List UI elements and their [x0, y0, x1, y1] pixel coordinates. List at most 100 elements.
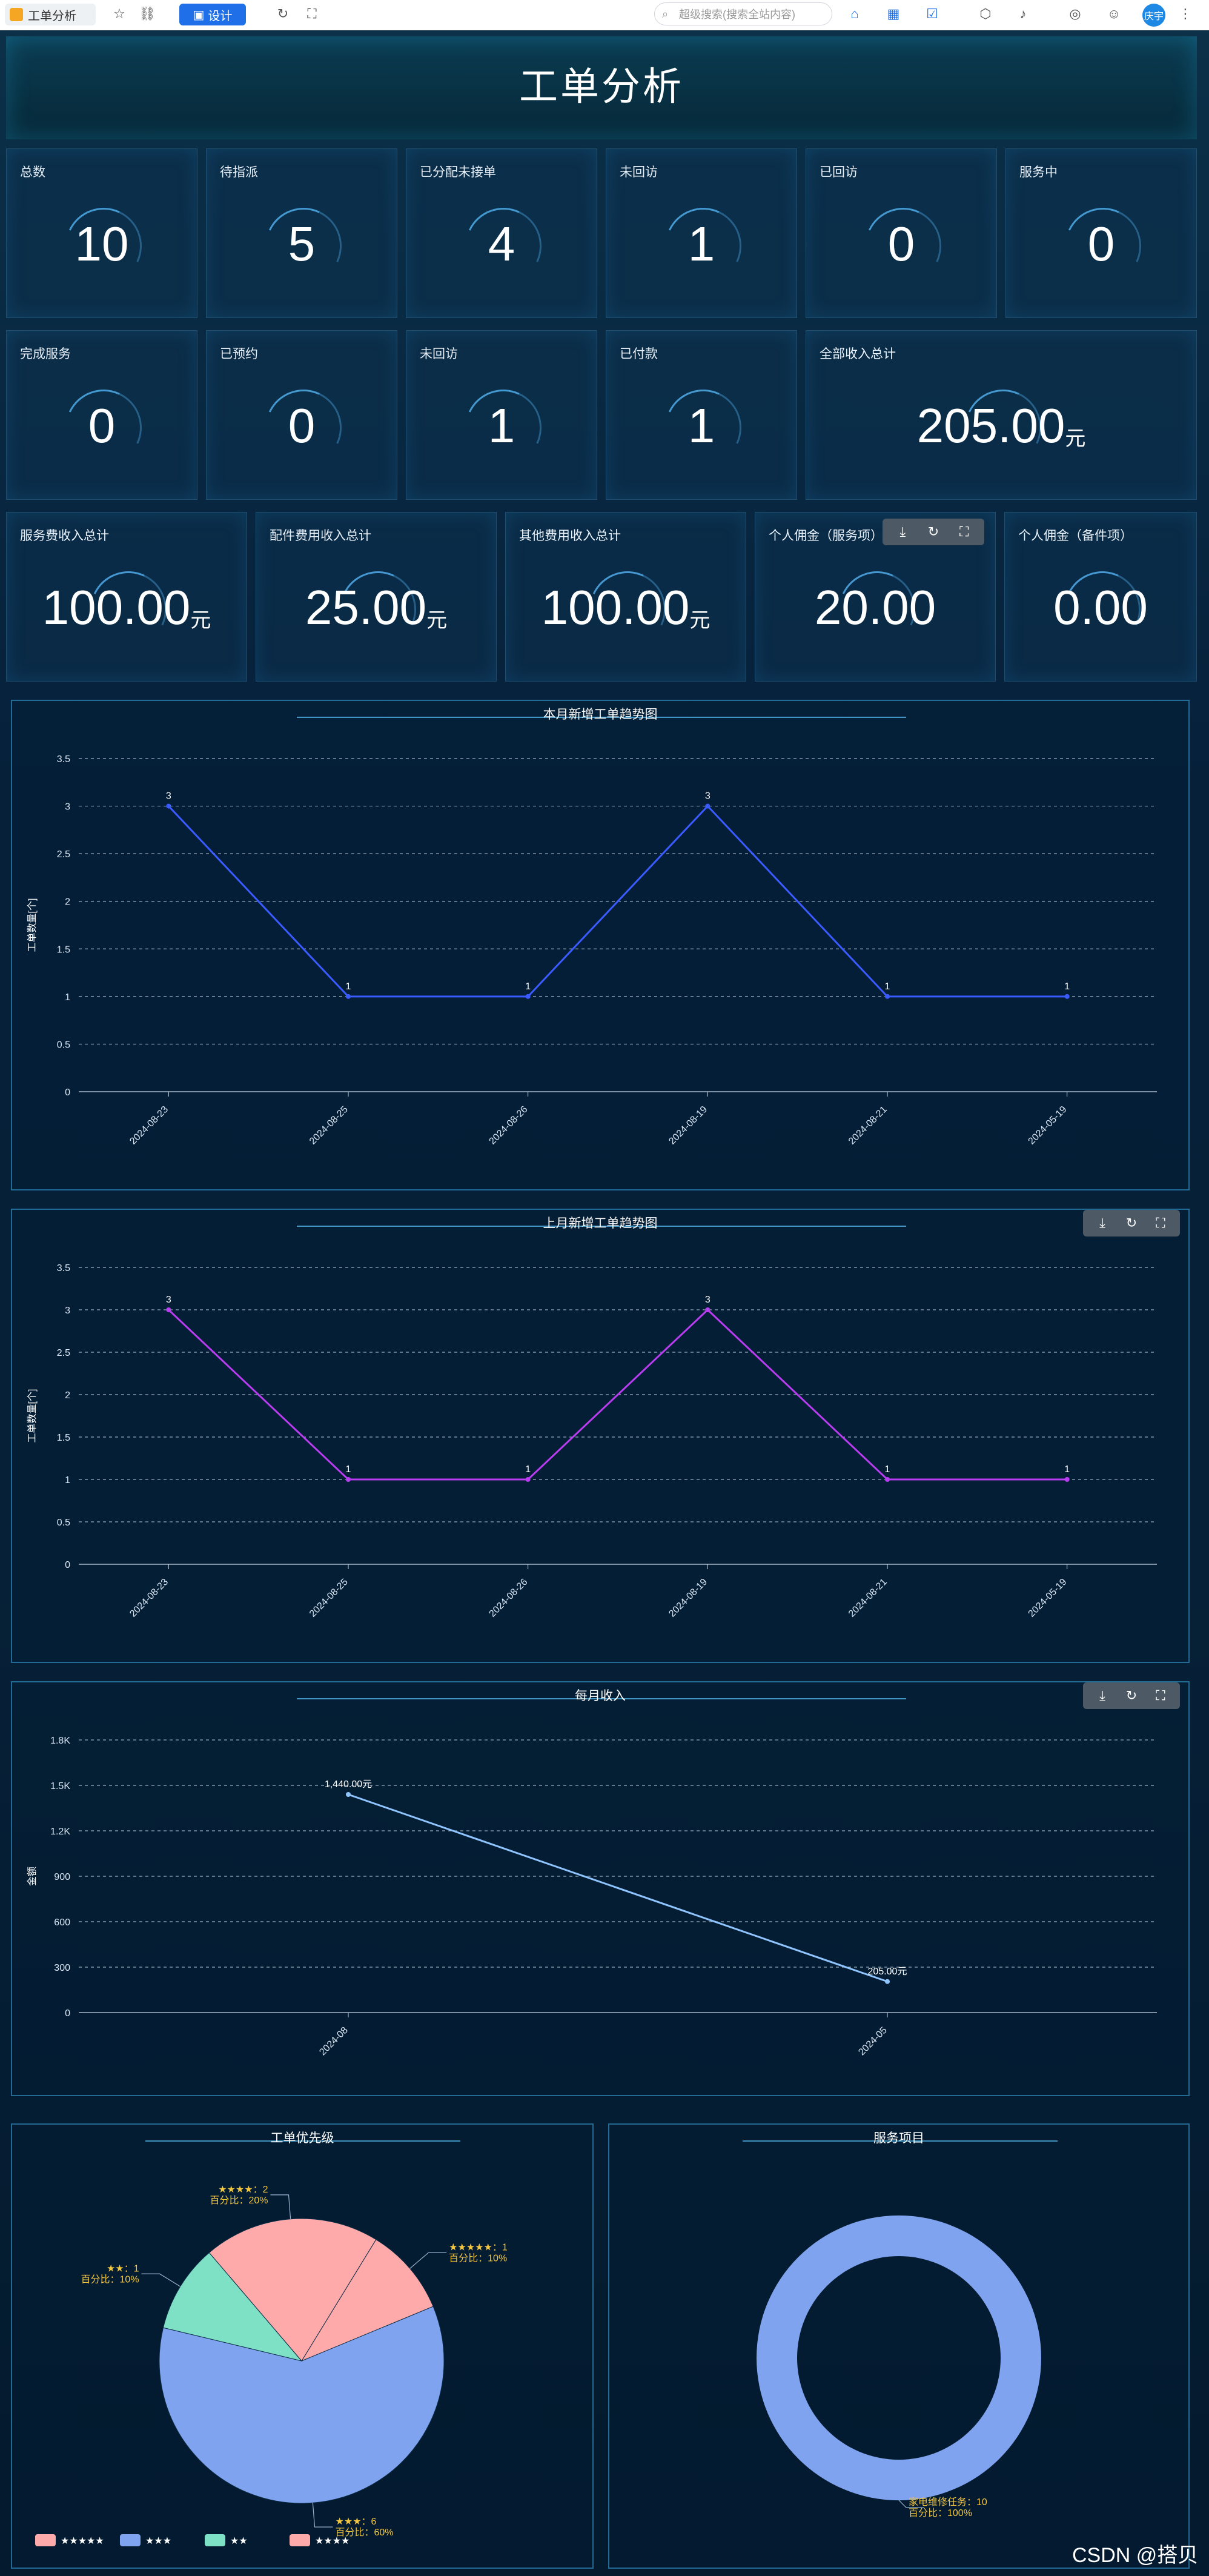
- download-icon[interactable]: ⤓: [899, 524, 906, 539]
- chart-title: 每月收入: [575, 1689, 626, 1703]
- stat-value-wrap: 100.00 元: [7, 513, 247, 681]
- legend-swatch: [120, 2534, 141, 2546]
- data-label: 3: [705, 1295, 710, 1305]
- data-label: 1: [1064, 1464, 1070, 1475]
- y-tick-label: 0: [65, 2008, 70, 2019]
- panel-title-decoration: [297, 701, 906, 718]
- design-button[interactable]: ▣ 设计: [179, 4, 246, 25]
- download-icon[interactable]: ⤓: [1099, 1688, 1105, 1703]
- home-icon[interactable]: ⌂: [850, 6, 859, 21]
- stat-value-wrap: 25.00 元: [256, 513, 496, 681]
- stat-label: 已预约: [220, 347, 258, 361]
- slice-label: ★★★★★：1: [449, 2242, 508, 2252]
- stat-value: 0: [88, 399, 116, 453]
- refresh-icon[interactable]: ↻: [277, 6, 289, 21]
- package-icon[interactable]: ⬡: [979, 6, 992, 21]
- search-placeholder: 超级搜索(搜索全站内容): [679, 8, 795, 21]
- data-point: [885, 1979, 890, 1984]
- stat-label: 个人佣金（服务项）: [769, 529, 883, 543]
- x-tick-label: 2024-08-21: [847, 1104, 889, 1147]
- stat-card-reserved: 已预约 0: [206, 330, 397, 500]
- stat-value-wrap: 20.00: [755, 513, 995, 681]
- stat-value: 100.00: [541, 580, 690, 634]
- avatar[interactable]: 庆宇: [1142, 4, 1165, 27]
- stat-card-assigned-unaccepted: 已分配未接单 4: [406, 148, 597, 318]
- data-point: [346, 1477, 351, 1482]
- slice-label: 家电维修任务：10: [909, 2497, 987, 2508]
- user-switch-icon[interactable]: ☺: [1107, 6, 1121, 21]
- y-tick-label: 3.5: [57, 1263, 70, 1273]
- chart-title: 服务项目: [873, 2131, 924, 2145]
- stat-label: 已付款: [620, 347, 658, 361]
- y-tick-label: 3.5: [57, 754, 70, 765]
- x-tick-label: 2024-08-19: [667, 1104, 709, 1147]
- label-leader: [898, 2500, 924, 2508]
- y-tick-label: 3: [65, 802, 70, 812]
- slice-percent: 百分比：100%: [909, 2508, 972, 2518]
- stat-unit: 元: [426, 608, 448, 632]
- data-point: [705, 1307, 710, 1312]
- y-tick-label: 600: [54, 1917, 70, 1928]
- data-point: [885, 1477, 890, 1482]
- stat-card-revisited: 已回访 0: [806, 148, 997, 318]
- data-label: 1: [525, 1464, 531, 1475]
- bell-icon[interactable]: ♪: [1019, 6, 1027, 21]
- chart-panel-priority: 工单优先级 ★★★★★：1 百分比：10% ★★★：6 百分比：60% ★★：1 百分比：…: [11, 2123, 594, 2569]
- tasks-icon[interactable]: ☑: [926, 6, 938, 21]
- search-input[interactable]: ⌕ 超级搜索(搜索全站内容): [654, 2, 832, 25]
- stat-value: 1: [687, 217, 715, 271]
- compass-icon[interactable]: ◎: [1069, 6, 1081, 21]
- card-toolbox: ⤓ ↻ ⛶: [883, 519, 984, 545]
- pie-slice: [300, 2239, 434, 2362]
- label-leader: [409, 2252, 447, 2269]
- stat-label: 其他费用收入总计: [519, 529, 621, 543]
- chart-panel-current-month: 本月新增工单趋势图 0 0.5 1 1.5 2 2.5 3 3.5 工单数量[个] 2024-08…: [11, 700, 1190, 1190]
- data-point: [1064, 1477, 1070, 1482]
- stat-value: 10: [75, 217, 129, 271]
- stat-label: 配件费用收入总计: [270, 529, 371, 543]
- pie-chart-priority: ★★★★★：1百分比：10%★★★：6百分比：60%★★：1百分比：10%★★★…: [35, 2185, 508, 2546]
- x-tick-label: 2024-08: [317, 2025, 350, 2058]
- browser-tab[interactable]: 工单分析: [5, 4, 96, 25]
- x-tick-label: 2024-08-26: [488, 1104, 530, 1147]
- slice-percent: 百分比：10%: [81, 2274, 139, 2285]
- data-point: [166, 803, 171, 809]
- x-tick-label: 2024-05: [856, 2025, 889, 2058]
- tab-label: 工单分析: [28, 9, 76, 23]
- y-tick-label: 2.5: [57, 1348, 70, 1358]
- refresh-icon[interactable]: ↻: [1125, 1688, 1138, 1703]
- stat-value-wrap: 0.00: [1005, 513, 1196, 681]
- y-tick-label: 1: [65, 1475, 70, 1486]
- x-tick-label: 2024-08-23: [128, 1104, 170, 1147]
- stat-label: 总数: [20, 165, 45, 179]
- x-tick-label: 2024-08-25: [308, 1104, 350, 1147]
- stat-card-pending-assign: 待指派 5: [206, 148, 397, 318]
- stat-value: 100.00: [42, 580, 191, 634]
- refresh-icon[interactable]: ↻: [1125, 1215, 1138, 1230]
- stat-card-paid: 已付款 1: [606, 330, 797, 500]
- fullscreen-icon[interactable]: ⛶: [959, 524, 969, 539]
- y-tick-label: 1.5K: [50, 1781, 70, 1791]
- y-tick-label: 900: [54, 1872, 70, 1882]
- data-label: 1: [1064, 981, 1070, 992]
- y-tick-label: 1.5: [57, 944, 70, 955]
- x-tick-label: 2024-08-25: [308, 1577, 350, 1619]
- fullscreen-icon[interactable]: ⛶: [1156, 1215, 1165, 1230]
- data-label: 1: [885, 981, 890, 992]
- stat-value: 0.00: [1053, 580, 1148, 634]
- fullscreen-icon[interactable]: ⛶: [307, 6, 317, 21]
- stat-value: 4: [488, 217, 515, 271]
- app-icon: [10, 8, 23, 21]
- stat-value: 5: [288, 217, 316, 271]
- download-icon[interactable]: ⤓: [1099, 1215, 1105, 1230]
- refresh-icon[interactable]: ↻: [927, 524, 939, 539]
- y-tick-label: 300: [54, 1963, 70, 1973]
- stat-label: 全部收入总计: [820, 347, 896, 361]
- star-icon[interactable]: ☆: [113, 6, 125, 21]
- apps-icon[interactable]: ▦: [887, 6, 900, 21]
- fullscreen-icon[interactable]: ⛶: [1156, 1688, 1165, 1703]
- link-icon[interactable]: ⛓: [139, 6, 156, 21]
- more-icon[interactable]: ⋮: [1179, 6, 1192, 21]
- stat-value: 1: [687, 399, 715, 453]
- stat-label: 个人佣金（备件项）: [1018, 529, 1133, 543]
